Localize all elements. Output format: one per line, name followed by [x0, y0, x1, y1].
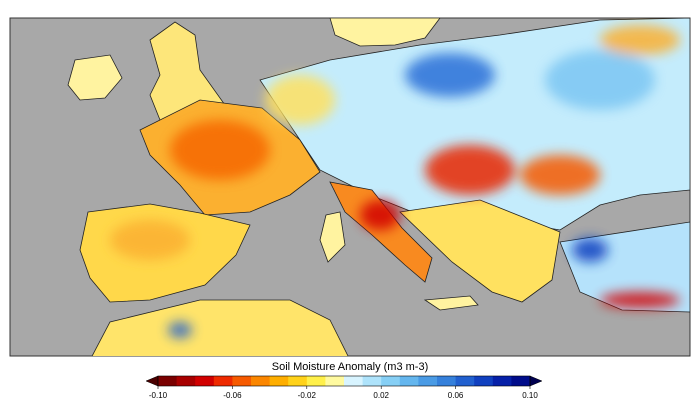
- colorbar-segment: [306, 376, 326, 386]
- colorbar-segment: [492, 376, 512, 386]
- colorbar-segment: [195, 376, 215, 386]
- colorbar-segment: [251, 376, 271, 386]
- colorbar-segment: [474, 376, 494, 386]
- colorbar-segment: [232, 376, 252, 386]
- colorbar-tick-label: -0.02: [298, 391, 317, 400]
- colorbar-segment: [418, 376, 438, 386]
- scandinavia: [329, 18, 441, 47]
- colorbar-segment: [399, 376, 419, 386]
- colorbar-segment: [269, 376, 289, 386]
- colorbar-arrow-high: [529, 375, 543, 387]
- colorbar-tick-label: 0.06: [448, 391, 464, 400]
- colorbar-arrow-low: [145, 375, 159, 387]
- north-africa: [91, 299, 349, 356]
- colorbar-tick-label: -0.06: [223, 391, 242, 400]
- colorbar-segment: [176, 376, 196, 386]
- colorbar-segment: [381, 376, 401, 386]
- colorbar-label: Soil Moisture Anomaly (m3 m-3): [272, 361, 429, 373]
- colorbar-outline: [157, 375, 531, 387]
- colorbar-segment: [213, 376, 233, 386]
- crete: [423, 295, 479, 311]
- colorbar-tick-label: 0.02: [373, 391, 389, 400]
- colorbar-segment: [511, 376, 531, 386]
- balkans: [399, 199, 561, 303]
- colorbar-segment: [288, 376, 308, 386]
- sardinia: [319, 211, 346, 263]
- colorbar-segment: [362, 376, 382, 386]
- colorbar-segment: [455, 376, 475, 386]
- colorbar-tick-label: 0.10: [522, 391, 538, 400]
- colorbar-segment: [437, 376, 457, 386]
- colorbar-tick-label: -0.10: [149, 391, 168, 400]
- colorbar-segment: [158, 376, 178, 386]
- anomaly-patches: [110, 25, 680, 338]
- colorbar-segment: [344, 376, 364, 386]
- label-box: [150, 360, 550, 374]
- ireland: [67, 54, 123, 101]
- colorbar-segment: [325, 376, 345, 386]
- colorbar: -0.10 -0.06 -0.02 0.02 0.06 0.10: [145, 375, 543, 400]
